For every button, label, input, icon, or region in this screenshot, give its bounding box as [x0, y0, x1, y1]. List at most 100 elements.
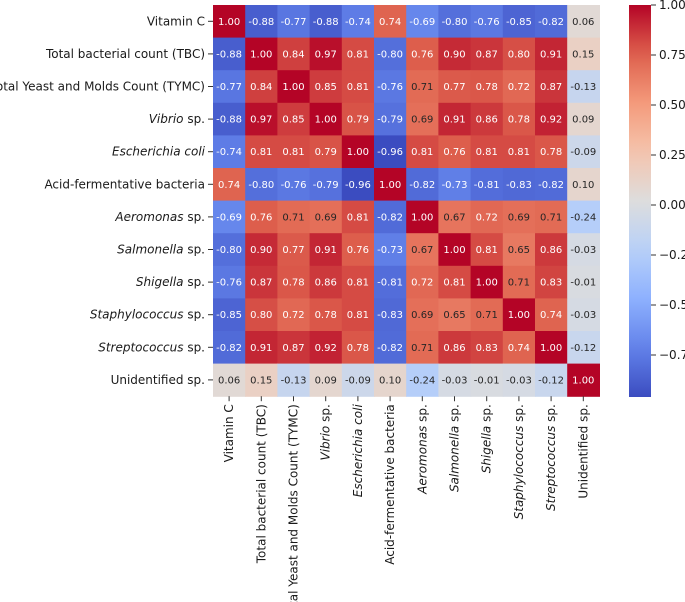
heatmap-cell [309, 363, 343, 397]
heatmap-cell [374, 37, 407, 71]
heatmap-cell [374, 363, 407, 397]
row-label-vibrio-sp: Vibrio sp. [149, 112, 205, 126]
cell-value-label: 0.90 [443, 49, 465, 60]
heatmap-cell [406, 233, 439, 267]
cell-value-label: 0.81 [347, 49, 369, 60]
cell-value-label: 0.72 [508, 82, 530, 93]
row-label-staphylococcus-sp: Staphylococcus sp. [90, 308, 205, 322]
cell-value-label: 0.09 [572, 115, 594, 126]
heatmap-cell [341, 363, 375, 397]
cell-value-label: -0.83 [506, 180, 532, 191]
cell-value-label: -0.03 [570, 310, 596, 321]
cell-value-label: 0.71 [476, 310, 498, 321]
cell-value-label: 0.71 [282, 212, 304, 223]
row-label-total-bacterial-count-tbc: Total bacterial count (TBC) [45, 47, 205, 61]
cell-value-label: -0.96 [377, 147, 403, 158]
cell-value-label: 0.06 [218, 375, 240, 386]
cell-value-label: 0.81 [282, 147, 304, 158]
cell-value-label: 0.91 [540, 49, 562, 60]
cell-value-label: -0.03 [570, 245, 596, 256]
heatmap-cell [470, 233, 504, 267]
heatmap-cell [213, 102, 246, 136]
heatmap-cell [374, 70, 407, 104]
colorbar-gradient [629, 5, 651, 397]
cell-value-label: 0.86 [315, 278, 337, 289]
colorbar-tick-label: −0.75 [659, 348, 685, 362]
colorbar-tick-label: 0.50 [659, 98, 685, 112]
cell-value-label: 1.00 [250, 49, 272, 60]
heatmap-cell [374, 298, 407, 332]
cell-value-label: 1.00 [508, 310, 530, 321]
cell-value-label: -0.96 [345, 180, 371, 191]
cell-value-label: 0.69 [411, 310, 433, 321]
cell-value-label: -0.74 [345, 17, 371, 28]
heatmap-cell [502, 331, 536, 365]
column-label-total-bacterial-count-tbc: Total bacterial count (TBC) [254, 404, 268, 564]
heatmap-cell [245, 37, 278, 71]
heatmap-cell [213, 135, 246, 169]
cell-value-label: -0.13 [281, 375, 307, 386]
cell-value-label: -0.88 [313, 17, 339, 28]
heatmap-cell [535, 363, 568, 397]
cell-value-label: 0.81 [476, 245, 498, 256]
heatmap-cell [535, 135, 568, 169]
heatmap-cell [245, 102, 278, 136]
heatmap-cell [470, 200, 504, 234]
cell-value-label: 0.81 [508, 147, 530, 158]
cell-value-label: 1.00 [315, 115, 337, 126]
cell-value-label: -0.13 [570, 82, 596, 93]
cell-value-label: -0.88 [216, 49, 242, 60]
heatmap-cell [374, 200, 407, 234]
cell-value-label: -0.73 [442, 180, 468, 191]
cell-value-label: 1.00 [218, 17, 240, 28]
heatmap-cell [438, 298, 472, 332]
heatmap-cell [406, 135, 439, 169]
heatmap-cell [309, 265, 343, 299]
heatmap-cell [567, 37, 600, 71]
cell-value-label: 1.00 [540, 343, 562, 354]
column-label-acid-fermentative-bacteria: Acid-fermentative bacteria [383, 404, 397, 565]
cell-value-label: -0.82 [409, 180, 435, 191]
heatmap-cell [567, 5, 600, 39]
heatmap-cell [438, 37, 472, 71]
cell-value-label: 0.71 [540, 212, 562, 223]
heatmap-cell [502, 37, 536, 71]
heatmap-cell [567, 135, 600, 169]
cell-value-label: -0.76 [377, 82, 403, 93]
heatmap-cell [277, 168, 311, 202]
cell-value-label: -0.73 [377, 245, 403, 256]
heatmap-cell [438, 70, 472, 104]
heatmap-cell [406, 363, 439, 397]
cell-value-label: 0.87 [282, 343, 304, 354]
cell-value-label: -0.80 [377, 49, 403, 60]
heatmap-cell [438, 168, 472, 202]
heatmap-cell [213, 265, 246, 299]
cell-value-label: 0.87 [476, 49, 498, 60]
heatmap-cell [406, 37, 439, 71]
cell-value-label: -0.77 [281, 17, 307, 28]
cell-value-label: -0.82 [538, 17, 564, 28]
cell-value-label: 1.00 [572, 375, 594, 386]
cell-value-label: 0.81 [347, 82, 369, 93]
cell-value-label: 0.15 [572, 49, 594, 60]
cell-value-label: -0.09 [570, 147, 596, 158]
row-label-aeromonas-sp: Aeromonas sp. [114, 210, 205, 224]
heatmap-cell [406, 298, 439, 332]
heatmap-cell [406, 168, 439, 202]
heatmap-cell [470, 363, 504, 397]
cell-value-label: 0.85 [282, 115, 304, 126]
row-label-shigella-sp: Shigella sp. [136, 275, 205, 289]
heatmap-cell [502, 168, 536, 202]
cell-value-label: -0.80 [442, 17, 468, 28]
cell-value-label: 0.86 [540, 245, 562, 256]
column-label-unidentified-sp: Unidentified sp. [576, 404, 590, 498]
cell-value-label: 0.76 [443, 147, 465, 158]
heatmap-cell [438, 5, 472, 39]
heatmap-cell [213, 298, 246, 332]
heatmap-cells: 1.00 -0.88 -0.77 -0.88 -0.74 0.74 -0.69 -0.80 -0… [213, 5, 600, 397]
cell-value-label: 0.97 [315, 49, 337, 60]
heatmap-cell [277, 363, 311, 397]
cell-value-label: 0.77 [443, 82, 465, 93]
cell-value-label: 0.81 [476, 147, 498, 158]
